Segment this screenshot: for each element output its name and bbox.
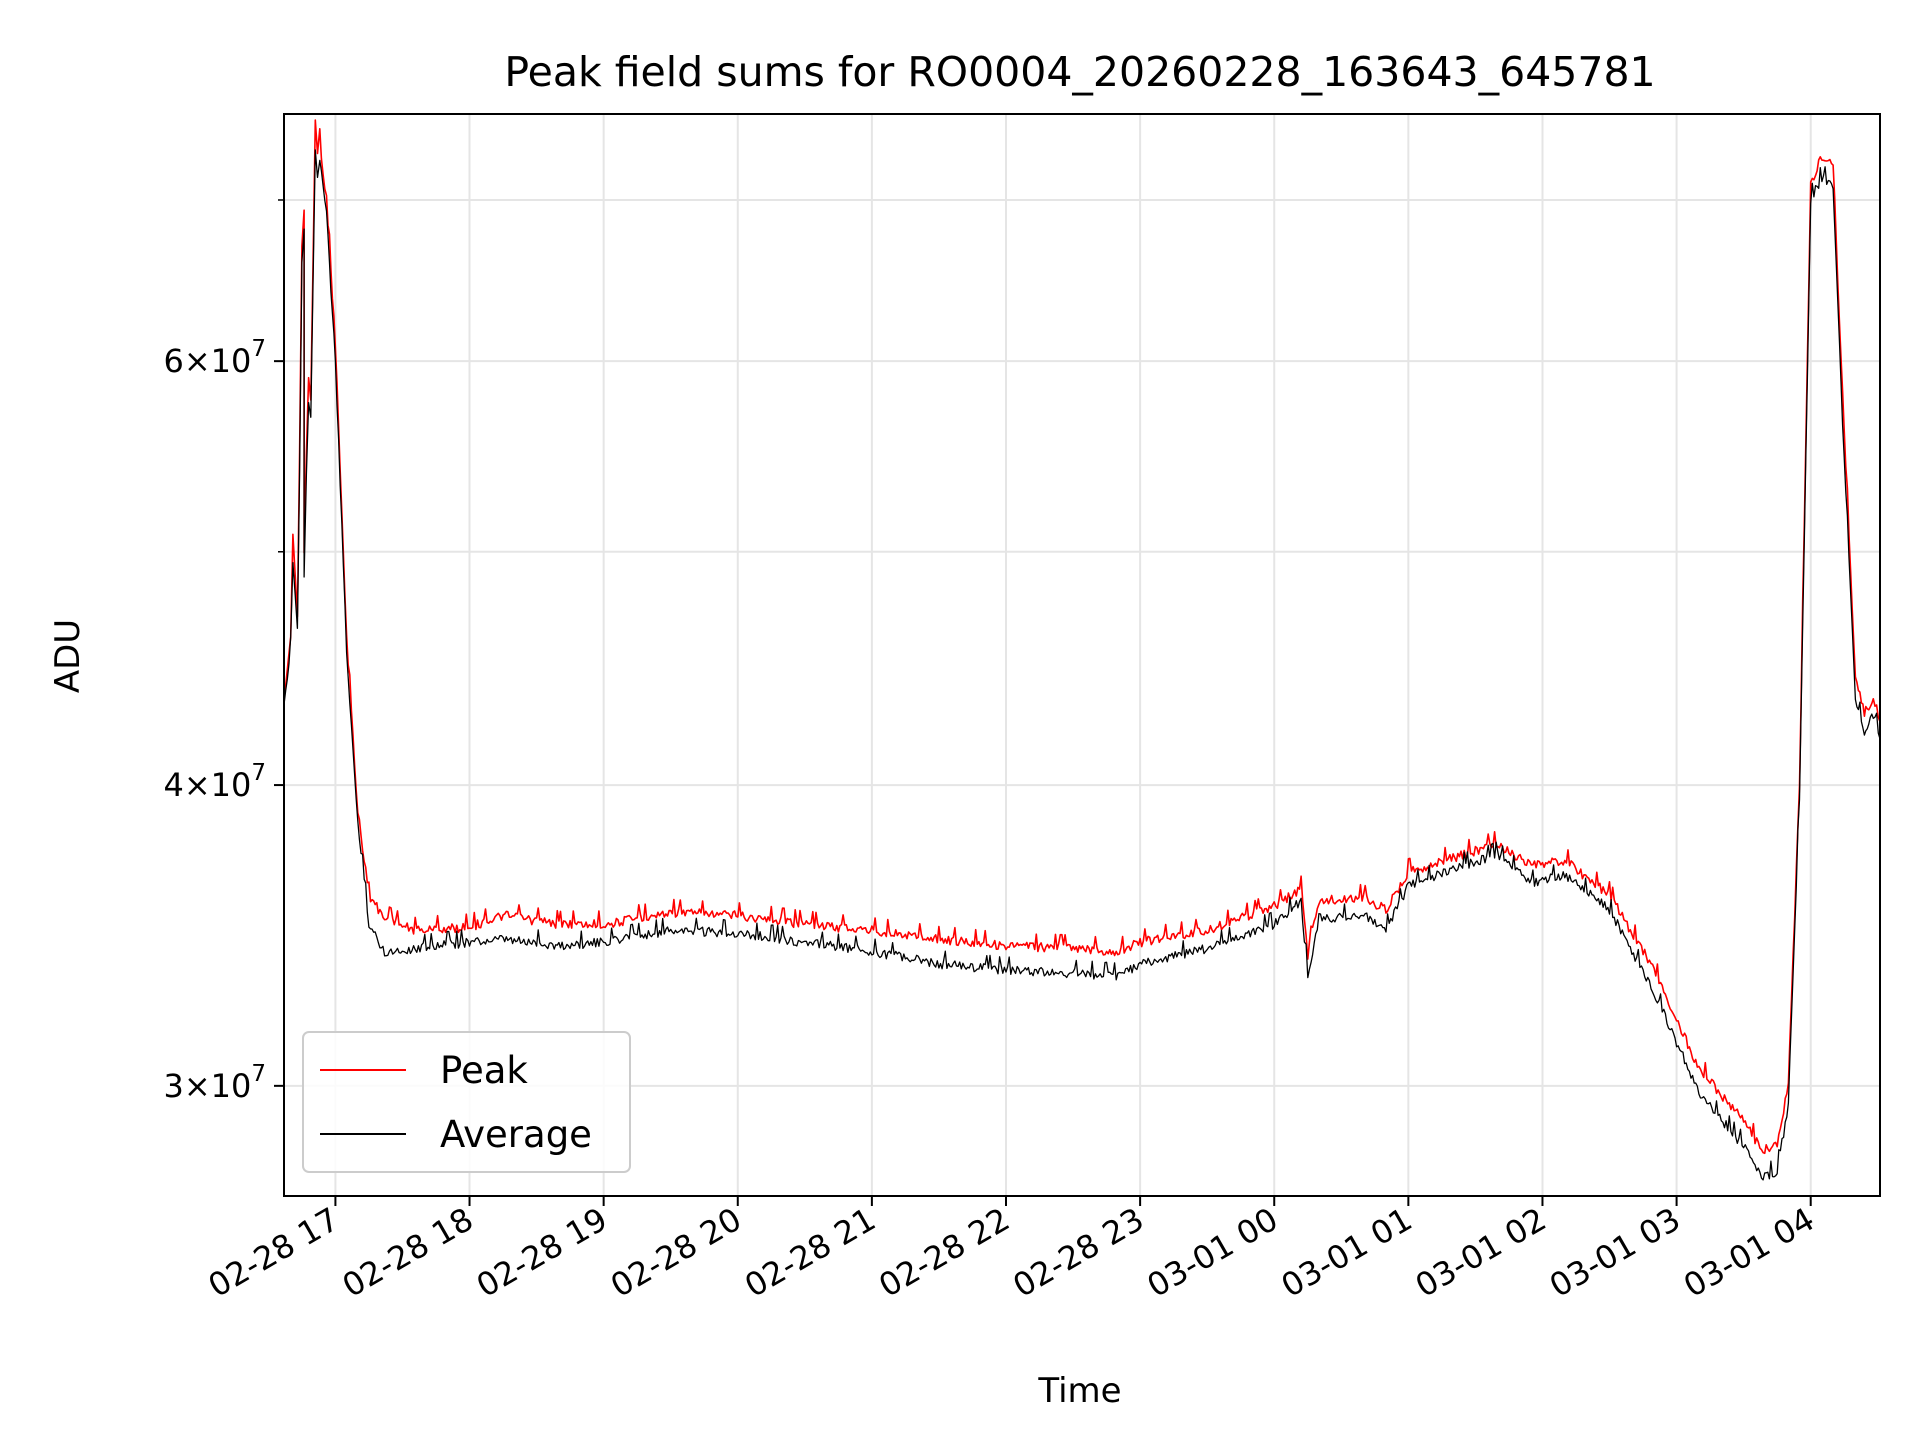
- y-axis-label: ADU: [48, 619, 88, 693]
- series-layer: [284, 119, 1880, 1181]
- y-tick-label: 3×107: [163, 1061, 266, 1105]
- x-axis-label: Time: [1037, 1371, 1121, 1411]
- y-tick-label: 4×107: [163, 760, 266, 804]
- y-axis: 3×107 4×107 6×107: [163, 199, 284, 1105]
- legend-entry: Average: [440, 1113, 592, 1156]
- plot-frame: [283, 113, 1881, 1197]
- chart-title: Peak field sums for RO0004_20260228_1636…: [504, 48, 1655, 96]
- legend-entry: Peak: [440, 1049, 528, 1092]
- grid: [284, 114, 1880, 1196]
- y-tick-label: 6×107: [163, 336, 266, 380]
- series-line-average: [284, 149, 1880, 1181]
- series-line-peak: [284, 119, 1880, 1155]
- legend: Peak Average: [302, 1031, 631, 1173]
- legend-box: [302, 1031, 631, 1173]
